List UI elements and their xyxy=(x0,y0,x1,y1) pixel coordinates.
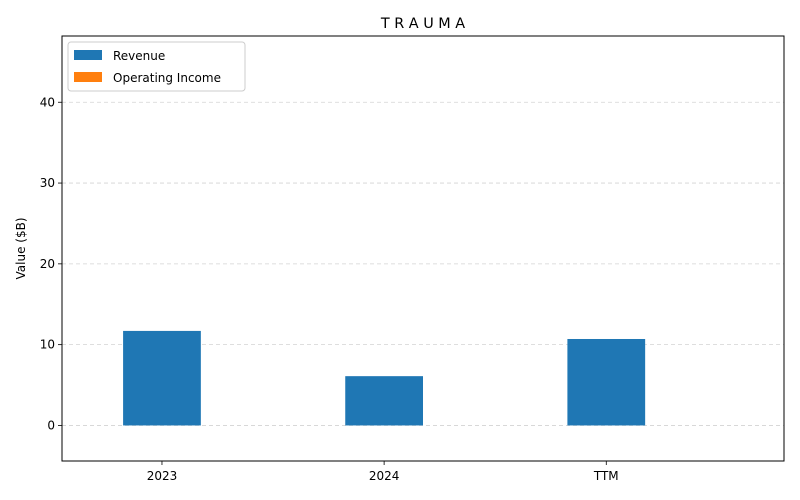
y-tick-label: 0 xyxy=(47,418,55,432)
y-tick-label: 30 xyxy=(40,176,55,190)
y-tick-label: 10 xyxy=(40,338,55,352)
y-ticks: 0 10 20 30 40 xyxy=(40,95,62,432)
x-tick-label: 2024 xyxy=(369,469,400,483)
x-ticks: 2023 2024 TTM xyxy=(147,461,619,483)
legend: Revenue Operating Income xyxy=(67,41,246,92)
legend-box xyxy=(67,41,246,92)
bars xyxy=(123,330,646,426)
x-tick-label: TTM xyxy=(593,469,619,483)
y-tick-label: 40 xyxy=(40,95,55,109)
legend-swatch xyxy=(74,72,102,82)
bar-revenue xyxy=(345,376,423,426)
bar-revenue xyxy=(123,330,201,426)
bar-revenue xyxy=(567,338,646,426)
legend-swatch xyxy=(74,50,102,60)
x-tick-label: 2023 xyxy=(147,469,178,483)
chart-title: T R A U M A xyxy=(380,16,465,32)
plot-frame xyxy=(61,35,785,462)
legend-label: Revenue xyxy=(113,49,165,63)
y-axis-label: Value ($B) xyxy=(14,218,28,280)
legend-label: Operating Income xyxy=(113,71,221,85)
y-tick-label: 20 xyxy=(40,257,55,271)
